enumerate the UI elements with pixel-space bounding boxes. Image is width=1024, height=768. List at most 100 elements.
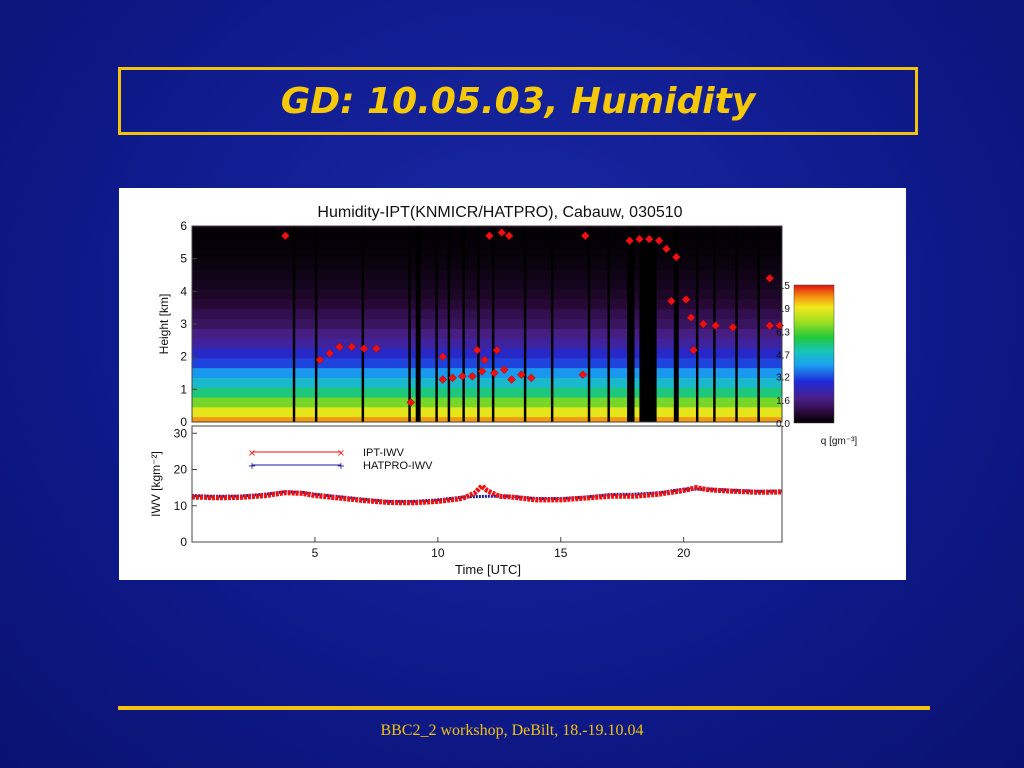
cloud-marker [448, 373, 457, 383]
heatmap-y-ticks: 0 1 2 3 4 5 6 [180, 219, 197, 429]
data-gap [361, 226, 365, 422]
heatmap-layer [192, 395, 782, 408]
colorbar-tick-label: 6.3 [776, 327, 790, 338]
data-gap [292, 226, 296, 422]
heatmap-layer [192, 405, 782, 418]
cloud-marker [504, 231, 514, 241]
heatmap-ylabel: Height [km] [157, 294, 171, 355]
heatmap-layer [192, 346, 782, 359]
legend-marker-hatpro: + [248, 461, 256, 472]
cloud-marker [347, 342, 357, 352]
cloud-marker [578, 370, 588, 379]
heatmap-y-tick-label: 0 [180, 415, 187, 429]
cloud-marker [517, 370, 526, 379]
cloud-marker [335, 342, 344, 352]
data-gap [408, 226, 411, 422]
data-gap [462, 226, 465, 422]
cloud-marker [485, 231, 494, 241]
data-gap [435, 226, 438, 422]
cloud-marker [497, 228, 507, 237]
cloud-marker [654, 236, 664, 246]
cloud-marker [580, 231, 590, 241]
iwv-ylabel: IWV [kgm⁻²] [149, 451, 163, 517]
iwv-plot [190, 483, 784, 506]
iwv-legend: × × IPT-IWV + + HATPRO-IWV [248, 447, 433, 472]
heatmap-y-tick-label: 4 [180, 284, 187, 298]
data-gap [695, 226, 699, 422]
slide-title: GD: 10.05.03, Humidity [280, 80, 756, 122]
legend-marker-ipt: × [248, 448, 256, 459]
cloud-marker [325, 349, 335, 358]
colorbar-label: q [gm⁻³] [821, 436, 858, 447]
data-gap [757, 226, 760, 422]
cloud-marker [467, 371, 477, 381]
legend-marker-ipt-end: × [337, 448, 345, 459]
footer-rule [118, 706, 930, 710]
heatmap-layer [192, 337, 782, 349]
heatmap-y-tick-label: 2 [180, 350, 187, 364]
heatmap-layer [192, 386, 782, 398]
data-gap [447, 226, 451, 422]
cloud-marker [458, 371, 467, 381]
slide-title-box: GD: 10.05.03, Humidity [118, 67, 918, 135]
heatmap-layer [192, 239, 782, 251]
cloud-marker [492, 345, 502, 355]
iwv-x-tick-label: 10 [431, 546, 445, 560]
cloud-marker [681, 295, 691, 304]
data-gap [587, 226, 591, 422]
data-gap [639, 226, 657, 422]
cloud-marker [686, 313, 696, 322]
cloud-marker [662, 244, 671, 254]
heatmap-layer [192, 317, 782, 329]
cloud-marker [438, 375, 448, 384]
data-gap [415, 226, 421, 422]
cloud-marker [406, 398, 416, 407]
data-gap [314, 226, 318, 422]
heatmap-y-tick-label: 5 [180, 252, 187, 266]
data-gap [673, 226, 679, 422]
heatmap-layer [192, 297, 782, 310]
cloud-marker [644, 234, 654, 244]
cloud-marker [480, 355, 489, 365]
heatmap-y-tick-label: 3 [180, 317, 187, 331]
cloud-marker [689, 345, 698, 355]
cloud-marker [281, 231, 290, 241]
heatmap-layer [192, 356, 782, 369]
cloud-marker [711, 321, 720, 330]
cloud-marker [667, 296, 676, 306]
data-gap [735, 226, 738, 422]
iwv-ticks: 0 10 20 30 5 10 15 20 [174, 426, 691, 560]
cloud-marker [472, 345, 482, 355]
heatmap-title: Humidity-IPT(KNMICR/HATPRO), Cabauw, 030… [317, 204, 682, 221]
legend-marker-hatpro-end: + [337, 461, 345, 472]
heatmap-y-tick-label: 6 [180, 219, 187, 233]
data-gap [550, 226, 554, 422]
cloud-marker [372, 344, 381, 353]
heatmap-layer [192, 268, 782, 280]
iwv-y-tick-label: 10 [174, 499, 188, 513]
iwv-y-tick-label: 20 [174, 463, 188, 477]
colorbar-ticks: 9.5 7.9 6.3 4.7 3.2 1.6 0.0 [776, 281, 790, 430]
data-gap [607, 226, 610, 422]
cloud-marker [698, 319, 708, 329]
iwv-y-tick-label: 0 [180, 535, 187, 549]
cloud-marker [671, 252, 681, 262]
heatmap-layer [192, 366, 782, 378]
cloud-marker [499, 365, 509, 375]
colorbar-tick-label: 7.9 [776, 304, 790, 315]
cloud-marker [526, 373, 536, 383]
iwv-xlabel: Time [UTC] [455, 562, 521, 577]
colorbar-tick-label: 0.0 [776, 419, 790, 430]
iwv-y-tick-label: 30 [174, 426, 188, 440]
heatmap-layer [192, 288, 782, 300]
cloud-marker [635, 234, 644, 244]
cloud-marker [507, 375, 516, 384]
heatmap-layer [192, 248, 782, 261]
colorbar-tick-label: 4.7 [776, 351, 790, 362]
chart-svg: Humidity-IPT(KNMICR/HATPRO), Cabauw, 030… [149, 204, 858, 577]
iwv-frame [191, 425, 783, 543]
cloud-marker [625, 236, 634, 246]
slide-footer: BBC2_2 workshop, DeBilt, 18.-19.10.04 [380, 722, 644, 739]
legend-label-ipt: IPT-IWV [363, 447, 405, 459]
cloud-marker [438, 352, 448, 362]
